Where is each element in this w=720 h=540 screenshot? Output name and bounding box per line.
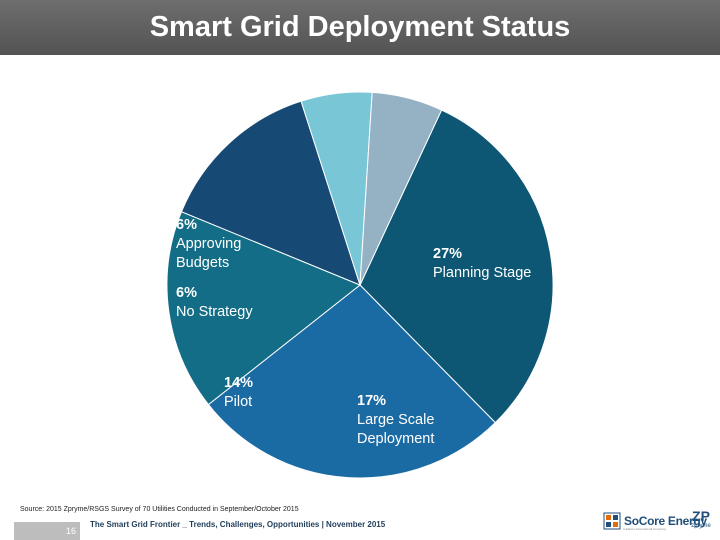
slice-percent: 17% — [357, 393, 386, 409]
slice-label: 27% Planning Stage — [433, 246, 531, 281]
slice-label: 6% No Strategy — [176, 285, 253, 320]
slice-percent: 6% — [176, 217, 197, 233]
slice-category: Large Scale — [357, 412, 434, 428]
slice-label: 6% Approving Budgets — [176, 217, 241, 271]
zpryme-logo: ZP zpryme — [688, 509, 714, 529]
slice-percent: 14% — [224, 375, 253, 391]
title-bar: Smart Grid Deployment Status — [0, 0, 720, 55]
socore-mark-icon — [603, 512, 621, 530]
pie-slice — [207, 284, 496, 479]
slice-category: Deployment — [357, 431, 434, 447]
slice-category: Approving — [176, 236, 241, 252]
footer-title: The Smart Grid Frontier _ Trends, Challe… — [90, 520, 386, 529]
slice-label: 14% Pilot — [224, 375, 253, 410]
zpryme-word: zpryme — [691, 523, 711, 529]
page-title: Smart Grid Deployment Status — [149, 11, 571, 43]
pie-slice — [359, 109, 554, 424]
page-number: 16 — [14, 522, 80, 540]
source-note: Source: 2015 Zpryme/RSGS Survey of 70 Ut… — [20, 506, 299, 513]
slice-label: 17% Large Scale Deployment — [357, 393, 434, 447]
slice-category: Budgets — [176, 255, 229, 271]
pie-slice — [166, 211, 361, 406]
socore-name: SoCore Energy — [624, 514, 707, 528]
socore-tagline: A Edison International Company — [623, 527, 666, 531]
slice-category: No Strategy — [176, 304, 253, 320]
pie-slice — [359, 91, 443, 286]
socore-energy-logo: SoCore Energy A Edison International Com… — [603, 512, 707, 531]
zpryme-mark-icon: ZP — [692, 508, 710, 524]
pie-chart: 31%MultipleApplications27%Planning Stage… — [166, 91, 554, 479]
slice-category: Planning Stage — [433, 265, 531, 281]
slice-percent: 6% — [176, 285, 197, 301]
slice-category: Pilot — [224, 394, 252, 410]
slice-percent: 27% — [433, 246, 462, 262]
